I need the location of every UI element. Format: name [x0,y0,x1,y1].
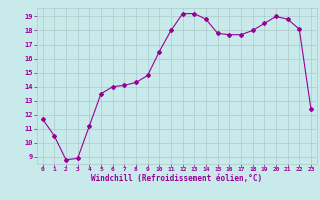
X-axis label: Windchill (Refroidissement éolien,°C): Windchill (Refroidissement éolien,°C) [91,174,262,183]
